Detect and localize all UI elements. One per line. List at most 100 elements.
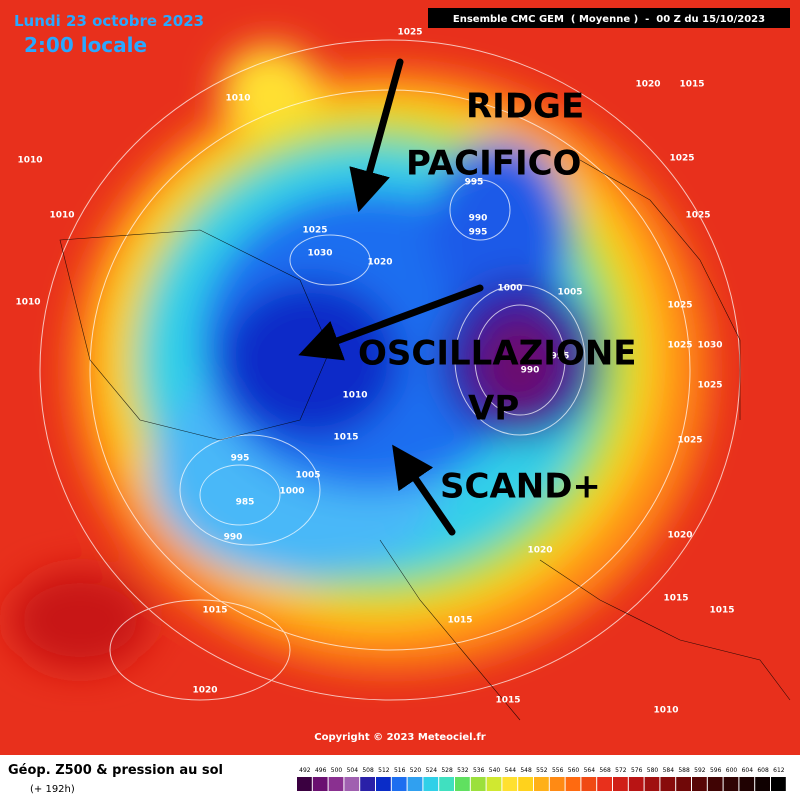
colorbar-swatch: [549, 777, 565, 791]
isobar-label: 1025: [685, 211, 710, 221]
colorbar-swatch: [502, 777, 518, 791]
footer-title: Géop. Z500 & pression au sol: [8, 763, 223, 778]
colorbar-swatch: [328, 777, 344, 791]
colorbar-label: 500: [331, 767, 343, 774]
colorbar-label: 528: [441, 767, 453, 774]
isobar-label: 1000: [279, 487, 304, 497]
isobar-label: 1025: [302, 226, 327, 236]
colorbar-label: 568: [599, 767, 611, 774]
colorbar-label: 496: [315, 767, 327, 774]
colorbar-label: 536: [473, 767, 485, 774]
colorbar-label: 564: [584, 767, 596, 774]
colorbar-label: 592: [694, 767, 706, 774]
isobar-label: 1025: [677, 436, 702, 446]
colorbar-swatch: [707, 777, 723, 791]
colorbar-label: 552: [536, 767, 548, 774]
colorbar-label: 600: [726, 767, 738, 774]
colorbar-label: 604: [742, 767, 754, 774]
copyright: Copyright © 2023 Meteociel.fr: [314, 732, 485, 743]
isobar-label: 1010: [15, 298, 40, 308]
colorbar-swatch: [439, 777, 454, 791]
isobar-label: 995: [551, 352, 570, 362]
isobar-label: 1020: [367, 258, 392, 268]
colorbar-swatch: [486, 777, 502, 791]
isobar-label: 985: [236, 498, 255, 508]
colorbar-swatch: [676, 777, 691, 791]
colorbar: 492 496 500 504 508 512 516 520 524 528 532 536 540 5…: [297, 767, 786, 791]
isobar-label: 995: [469, 228, 488, 238]
colorbar-swatch: [644, 777, 660, 791]
colorbar-label: 572: [615, 767, 627, 774]
colorbar-swatch: [534, 777, 549, 791]
isobar-label: 1005: [295, 471, 320, 481]
colorbar-label: 492: [299, 767, 311, 774]
colorbar-swatch: [455, 777, 470, 791]
annotation: SCAND+: [440, 467, 601, 507]
isobar-label: 1010: [17, 156, 42, 166]
colorbar-swatch: [581, 777, 597, 791]
isobar-label: 995: [465, 178, 484, 188]
colorbar-swatch: [723, 777, 739, 791]
colorbar-label: 580: [647, 767, 659, 774]
isobar-label: 1015: [663, 594, 688, 604]
isobar-label: 990: [224, 533, 243, 543]
isobar-label: 1025: [667, 341, 692, 351]
colorbar-swatch: [613, 777, 628, 791]
isobar-label: 1030: [697, 341, 722, 351]
isobar-label: 990: [469, 214, 488, 224]
colorbar-label: 560: [568, 767, 580, 774]
isobar-label: 1015: [333, 433, 358, 443]
colorbar-swatch: [360, 777, 375, 791]
annotation: PACIFICO: [406, 144, 581, 184]
colorbar-label: 504: [347, 767, 359, 774]
colorbar-swatch: [344, 777, 360, 791]
time: 2:00 locale: [24, 33, 147, 57]
colorbar-swatch: [771, 777, 786, 791]
colorbar-label: 532: [457, 767, 469, 774]
date: Lundi 23 octobre 2023: [14, 12, 204, 30]
isobar-label: 1010: [342, 391, 367, 401]
colorbar-label: 516: [394, 767, 406, 774]
colorbar-swatch: [423, 777, 439, 791]
isobar-label: 1010: [49, 211, 74, 221]
isobar-label: 1020: [192, 686, 217, 696]
map: 1025 1010 1010 1010 1010 1020 1015 1025 1025 1025…: [0, 0, 800, 755]
isobar-label: 1020: [527, 546, 552, 556]
colorbar-swatch: [692, 777, 707, 791]
colorbar-label: 544: [505, 767, 517, 774]
isobar-label: 1025: [667, 301, 692, 311]
annotation: RIDGE: [466, 87, 584, 127]
isobar-label: 1000: [497, 284, 522, 294]
annotation: VP: [468, 389, 519, 429]
colorbar-label: 608: [757, 767, 769, 774]
colorbar-swatch: [518, 777, 533, 791]
text-layer: 1025 1010 1010 1010 1010 1020 1015 1025 1025 1025…: [15, 28, 734, 716]
colorbar-label: 576: [631, 767, 643, 774]
colorbar-swatch: [755, 777, 770, 791]
isobar-label: 995: [231, 454, 250, 464]
footer-lead: (+ 192h): [30, 784, 75, 795]
isobar-label: 1020: [635, 80, 660, 90]
colorbar-swatch: [297, 777, 312, 791]
annotation: OSCILLAZIONE: [358, 334, 637, 374]
colorbar-label: 548: [520, 767, 532, 774]
isobar-label: 1015: [679, 80, 704, 90]
isobar-label: 990: [521, 366, 540, 376]
colorbar-swatch: [565, 777, 581, 791]
colorbar-label: 556: [552, 767, 564, 774]
isobar-label: 1030: [307, 249, 332, 259]
isobar-label: 1015: [495, 696, 520, 706]
colorbar-swatch: [407, 777, 423, 791]
colorbar-label: 540: [489, 767, 501, 774]
colorbar-label: 588: [678, 767, 690, 774]
colorbar-swatch: [628, 777, 644, 791]
isobar-label: 1025: [697, 381, 722, 391]
model-info: Ensemble CMC GEM ( Moyenne ) - 00 Z du 1…: [453, 14, 765, 25]
isobar-label: 1015: [709, 606, 734, 616]
colorbar-label: 524: [426, 767, 438, 774]
isobar-label: 1020: [667, 531, 692, 541]
colorbar-label: 584: [663, 767, 675, 774]
colorbar-label: 520: [410, 767, 422, 774]
isobar-label: 1005: [557, 288, 582, 298]
